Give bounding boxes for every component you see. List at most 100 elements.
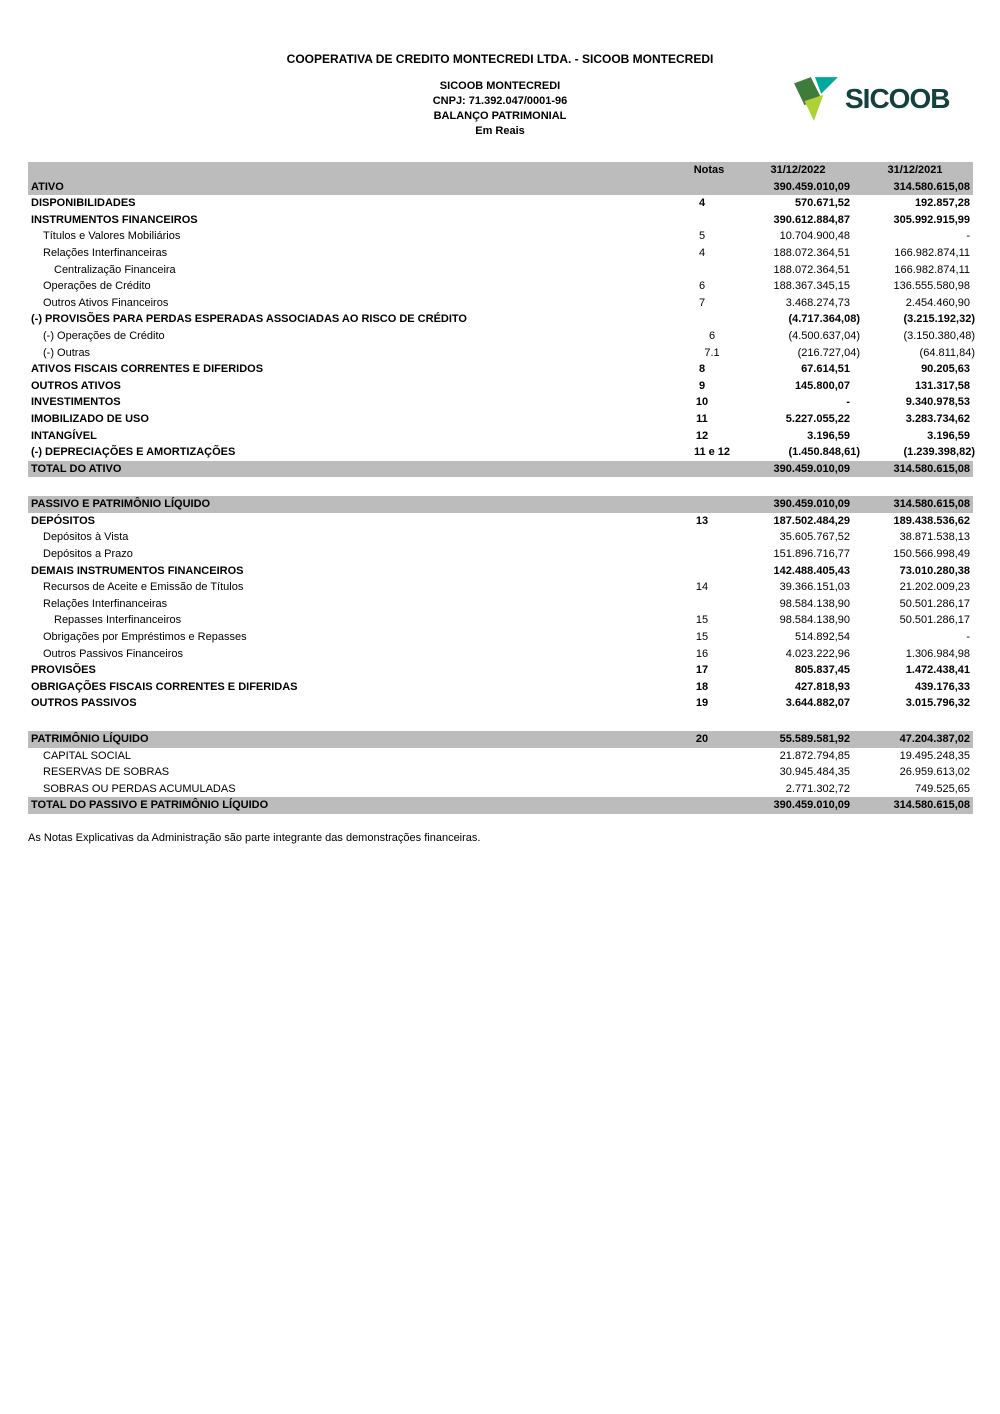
- row-value-2021: 166.982.874,11: [894, 263, 970, 276]
- row-label: Outros Ativos Financeiros: [43, 296, 169, 309]
- table-row: ATIVOS FISCAIS CORRENTES E DIFERIDOS 8 67.…: [28, 361, 973, 378]
- row-label: Repasses Interfinanceiros: [54, 614, 182, 627]
- row-value-2021: 150.566.998,49: [893, 548, 970, 561]
- row-value-2022: 187.502.484,29: [773, 514, 850, 527]
- table-row: PASSIVO E PATRIMÔNIO LÍQUIDO 390.459.010,…: [28, 496, 973, 513]
- sicoob-logo: SICOOB: [792, 76, 950, 122]
- table-row: INVESTIMENTOS 10 - 9.340.978,53: [28, 394, 973, 411]
- row-label: INVESTIMENTOS: [31, 396, 121, 409]
- row-nota: 14: [695, 581, 709, 594]
- row-value-2022: (216.727,04): [797, 346, 860, 359]
- row-value-2022: -: [846, 396, 850, 409]
- table-row: OBRIGAÇÕES FISCAIS CORRENTES E DIFERIDAS…: [28, 679, 973, 696]
- row-label: INSTRUMENTOS FINANCEIROS: [31, 213, 198, 226]
- row-value-2021: 90.205,63: [921, 363, 970, 376]
- row-value-2021: (3.150.380,48): [903, 329, 975, 342]
- row-label: INTANGÍVEL: [31, 429, 97, 442]
- row-value-2021: (3.215.192,32): [903, 313, 975, 326]
- row-label: TOTAL DO PASSIVO E PATRIMÔNIO LÍQUIDO: [31, 799, 269, 812]
- row-nota: 12: [695, 429, 709, 442]
- header-entity-name: SICOOB MONTECREDI: [439, 80, 561, 92]
- row-nota: 13: [695, 514, 709, 527]
- row-value-2021: 73.010.280,38: [899, 564, 970, 577]
- row-value-2022: 2.771.302,72: [785, 782, 850, 795]
- row-value-2022: 570.671,52: [794, 197, 850, 210]
- row-label: Depósitos a Prazo: [43, 548, 133, 561]
- row-value-2021: 192.857,28: [914, 197, 970, 210]
- row-value-2022: 3.644.882,07: [785, 697, 850, 710]
- table-row: CAPITAL SOCIAL 21.872.794,85 19.495.248,35: [28, 748, 973, 765]
- row-value-2021: 21.202.009,23: [899, 581, 970, 594]
- table-header-row: Notas 31/12/2022 31/12/2021: [28, 162, 973, 179]
- row-value-2022: 55.589.581,92: [779, 733, 850, 745]
- row-label: OUTROS ATIVOS: [31, 379, 121, 392]
- table-row: PROVISÕES 17 805.837,45 1.472.438,41: [28, 662, 973, 679]
- row-nota: 10: [695, 396, 709, 409]
- table-row: (-) DEPRECIAÇÕES E AMORTIZAÇÕES 11 e 12 (1…: [28, 444, 975, 461]
- row-value-2021: 26.959.613,02: [899, 766, 970, 779]
- row-value-2021: 50.501.286,17: [899, 597, 970, 610]
- row-value-2022: 142.488.405,43: [773, 564, 850, 577]
- table-row: Depósitos à Vista 35.605.767,52 38.871.538…: [28, 529, 973, 546]
- header-company-name: COOPERATIVA DE CREDITO MONTECREDI LTDA. …: [286, 52, 714, 66]
- row-label: CAPITAL SOCIAL: [43, 749, 132, 762]
- row-nota: 7: [698, 296, 706, 309]
- row-value-2021: 314.580.615,08: [893, 799, 970, 812]
- row-nota: 8: [698, 363, 706, 376]
- row-value-2022: (4.717.364,08): [788, 313, 860, 326]
- row-value-2021: 3.015.796,32: [905, 697, 970, 710]
- table-row: DEPÓSITOS 13 187.502.484,29 189.438.536,62: [28, 513, 973, 530]
- row-value-2022: 35.605.767,52: [779, 531, 850, 544]
- sicoob-logo-icon: [792, 76, 840, 122]
- row-label: DEMAIS INSTRUMENTOS FINANCEIROS: [31, 564, 244, 577]
- row-value-2022: 30.945.484,35: [779, 766, 850, 779]
- row-nota: 4: [698, 246, 706, 259]
- row-value-2021: 189.438.536,62: [893, 514, 970, 527]
- row-value-2022: 390.459.010,09: [773, 498, 850, 511]
- row-label: Obrigações por Empréstimos e Repasses: [43, 631, 247, 644]
- row-value-2022: 10.704.900,48: [779, 230, 850, 243]
- row-label: (-) Outras: [43, 346, 91, 359]
- row-value-2022: 390.459.010,09: [773, 180, 850, 193]
- row-label: SOBRAS OU PERDAS ACUMULADAS: [43, 782, 236, 795]
- row-nota: 18: [695, 680, 709, 693]
- table-row: Repasses Interfinanceiros 15 98.584.138,90…: [28, 612, 973, 629]
- table-row: PATRIMÔNIO LÍQUIDO 20 55.589.581,92 47.204.…: [28, 731, 973, 748]
- row-nota: 17: [695, 664, 709, 677]
- row-value-2022: 151.896.716,77: [773, 548, 850, 561]
- row-value-2022: 67.614,51: [801, 363, 850, 376]
- table-row: Recursos de Aceite e Emissão de Títulos 1…: [28, 579, 973, 596]
- row-value-2022: 98.584.138,90: [779, 597, 850, 610]
- table-row: Operações de Crédito 6 188.367.345,15 136.5…: [28, 278, 973, 295]
- row-value-2021: 50.501.286,17: [899, 614, 970, 627]
- row-value-2022: (1.450.848,61): [788, 446, 860, 459]
- row-value-2022: 514.892,54: [794, 631, 850, 644]
- table-row: Outros Passivos Financeiros 16 4.023.222,9…: [28, 646, 973, 663]
- row-value-2021: 314.580.615,08: [893, 498, 970, 511]
- row-value-2021: 19.495.248,35: [899, 749, 970, 762]
- row-value-2021: 1.306.984,98: [905, 647, 970, 660]
- row-value-2022: 3.468.274,73: [785, 296, 850, 309]
- section-spacer: [28, 712, 973, 731]
- row-nota: 4: [698, 197, 706, 210]
- row-label: DISPONIBILIDADES: [31, 197, 136, 210]
- table-row: IMOBILIZADO DE USO 11 5.227.055,22 3.283.73…: [28, 411, 973, 428]
- table-row: Centralização Financeira 188.072.364,51 16…: [28, 262, 973, 279]
- table-row: Obrigações por Empréstimos e Repasses 15 5…: [28, 629, 973, 646]
- section-spacer: [28, 477, 973, 496]
- row-value-2021: 1.472.438,41: [905, 664, 970, 677]
- row-nota: 16: [695, 647, 709, 660]
- row-nota: 15: [695, 614, 709, 627]
- row-value-2021: 3.196,59: [927, 429, 970, 442]
- row-value-2021: 305.992.915,99: [893, 213, 970, 226]
- footer-note: As Notas Explicativas da Administração s…: [28, 832, 481, 844]
- row-value-2021: 2.454.460,90: [905, 296, 970, 309]
- row-value-2022: 805.837,45: [794, 664, 850, 677]
- table-row: Relações Interfinanceiras 4 188.072.364,51…: [28, 245, 973, 262]
- row-label: Recursos de Aceite e Emissão de Títulos: [43, 581, 244, 594]
- table-row: INTANGÍVEL 12 3.196,59 3.196,59: [28, 428, 973, 445]
- table-row: DEMAIS INSTRUMENTOS FINANCEIROS 142.488.4…: [28, 563, 973, 580]
- row-label: Relações Interfinanceiras: [43, 246, 168, 259]
- row-label: (-) Operações de Crédito: [43, 329, 165, 342]
- row-nota: 20: [695, 733, 709, 745]
